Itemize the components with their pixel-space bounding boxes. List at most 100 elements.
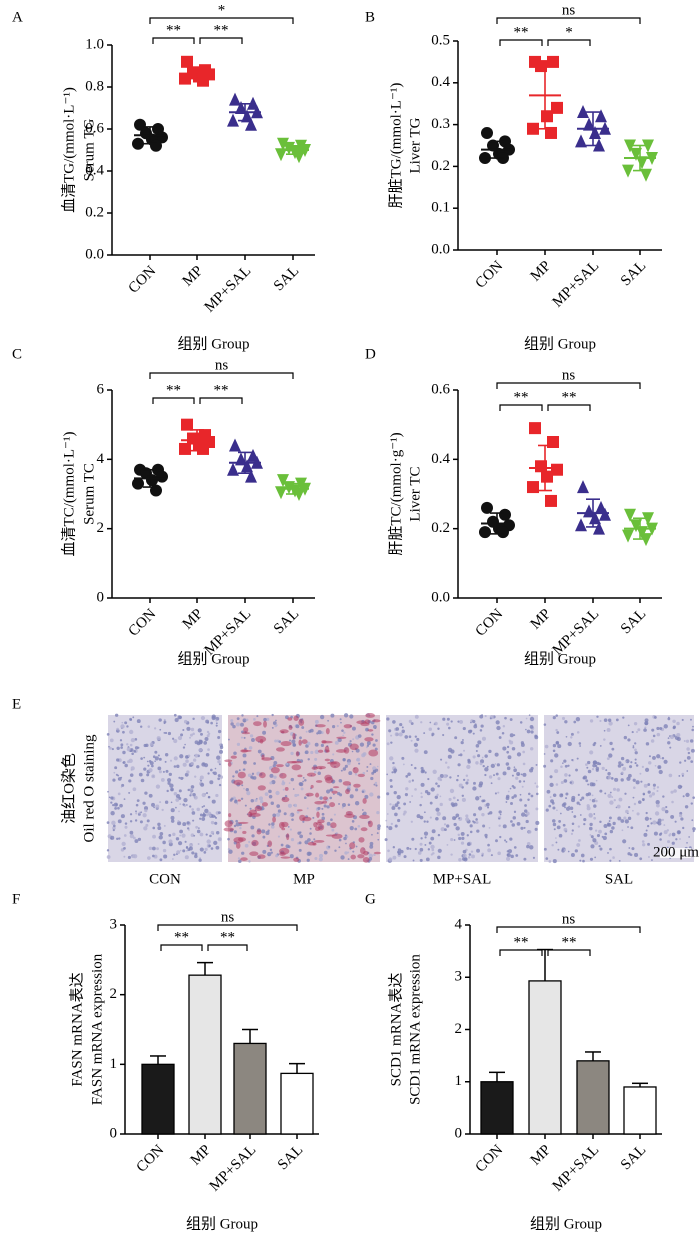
texture — [478, 806, 483, 811]
texture — [114, 766, 118, 770]
texture — [400, 849, 404, 854]
texture — [142, 801, 146, 805]
texture — [453, 822, 457, 827]
texture — [408, 735, 412, 739]
x-tick-label: MP+SAL — [550, 1142, 603, 1195]
micrograph — [108, 715, 222, 862]
texture — [555, 841, 558, 844]
texture — [339, 793, 343, 797]
texture — [323, 804, 327, 808]
texture — [545, 808, 549, 812]
texture — [435, 782, 438, 785]
texture — [242, 753, 247, 758]
texture — [534, 734, 538, 738]
texture — [686, 747, 690, 751]
texture — [449, 788, 455, 794]
texture — [389, 803, 392, 806]
texture — [494, 792, 497, 795]
texture — [154, 756, 159, 761]
texture — [691, 819, 694, 822]
texture — [195, 825, 199, 829]
texture — [468, 853, 472, 856]
texture — [552, 749, 556, 753]
texture — [183, 798, 188, 803]
texture — [113, 824, 116, 828]
texture — [599, 820, 602, 824]
texture — [362, 811, 367, 816]
texture — [116, 746, 120, 750]
texture — [686, 770, 689, 772]
y-tick-label: 1 — [110, 1056, 118, 1072]
texture — [543, 847, 547, 851]
y-axis-label: 油红O染色 — [60, 753, 77, 824]
texture — [329, 796, 333, 800]
texture — [256, 715, 259, 718]
texture — [314, 757, 318, 761]
texture — [505, 840, 508, 843]
texture — [152, 755, 156, 758]
texture — [543, 753, 546, 755]
texture — [349, 740, 352, 743]
image-label: MP — [293, 871, 315, 887]
texture — [243, 768, 246, 771]
texture — [561, 716, 566, 720]
texture — [419, 847, 424, 852]
texture — [283, 812, 287, 816]
lipid — [267, 840, 273, 847]
texture — [271, 713, 274, 717]
texture — [471, 854, 475, 859]
texture — [397, 851, 401, 855]
texture — [423, 831, 429, 836]
texture — [643, 832, 648, 837]
texture — [178, 841, 183, 846]
texture — [321, 807, 324, 810]
texture — [184, 743, 186, 746]
texture — [552, 819, 556, 823]
texture — [670, 790, 674, 794]
dot — [551, 463, 563, 476]
texture — [469, 824, 473, 828]
y-axis-label: FASN mRNA表达 — [68, 972, 85, 1086]
texture — [458, 817, 461, 820]
dot — [241, 459, 253, 473]
texture — [463, 749, 466, 752]
texture — [175, 837, 180, 841]
texture — [253, 762, 256, 765]
texture — [420, 769, 425, 774]
texture — [182, 728, 185, 732]
texture — [489, 811, 493, 815]
texture — [189, 792, 193, 795]
texture — [447, 754, 452, 759]
texture — [551, 801, 555, 805]
texture — [140, 778, 145, 783]
y-tick-label: 0.6 — [85, 120, 104, 136]
texture — [328, 845, 331, 848]
texture — [439, 773, 444, 779]
texture — [466, 778, 470, 782]
texture — [679, 813, 683, 818]
texture — [391, 806, 396, 810]
texture — [170, 815, 175, 820]
y-tick-label: 0.2 — [431, 158, 450, 174]
texture — [609, 847, 612, 851]
texture — [175, 793, 181, 799]
dot — [624, 508, 636, 522]
texture — [510, 854, 514, 859]
texture — [329, 788, 333, 792]
significance-bracket — [547, 404, 591, 411]
texture — [269, 781, 273, 785]
texture — [564, 806, 566, 809]
texture — [130, 737, 136, 743]
texture — [605, 769, 608, 772]
texture — [549, 782, 554, 788]
texture — [582, 859, 585, 863]
texture — [453, 802, 458, 807]
texture — [644, 816, 649, 821]
y-tick-label: 0.8 — [85, 78, 104, 94]
texture — [625, 809, 629, 814]
texture — [343, 836, 347, 841]
texture — [391, 771, 394, 774]
texture — [643, 793, 645, 796]
texture — [155, 784, 161, 789]
texture — [560, 765, 563, 768]
